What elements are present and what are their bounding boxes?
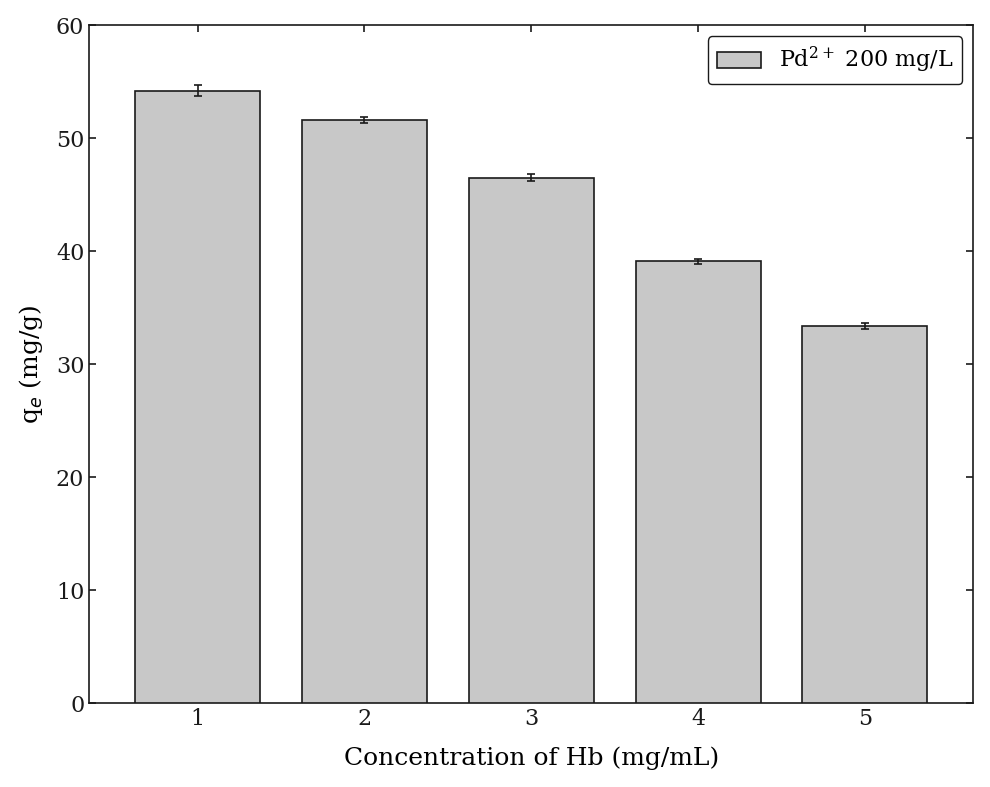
X-axis label: Concentration of Hb (mg/mL): Concentration of Hb (mg/mL) xyxy=(344,747,719,770)
Bar xyxy=(302,120,427,704)
Legend: Pd$^{2+}$ 200 mg/L: Pd$^{2+}$ 200 mg/L xyxy=(708,36,962,84)
Y-axis label: q$_e$ (mg/g): q$_e$ (mg/g) xyxy=(17,305,45,424)
Bar xyxy=(135,91,260,704)
Bar xyxy=(468,178,594,704)
Bar xyxy=(636,261,760,704)
Bar xyxy=(802,326,928,704)
